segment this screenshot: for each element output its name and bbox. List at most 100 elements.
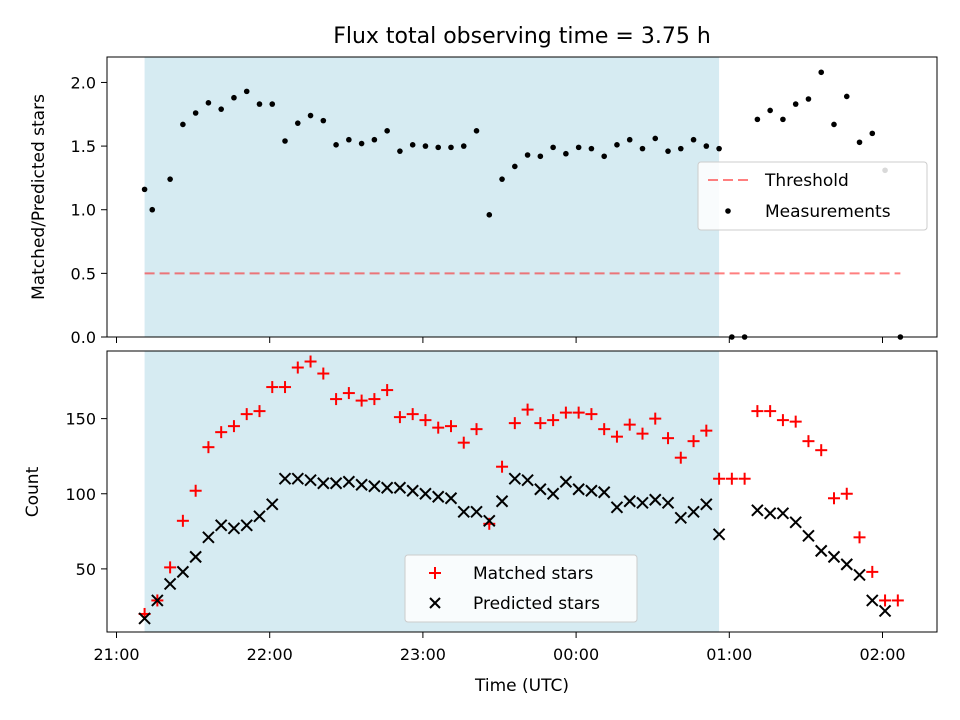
measurement-point [448,144,454,151]
predicted-star-point [687,505,700,518]
measurement-point [294,120,301,126]
predicted-star-point [419,487,432,500]
measurement-point [320,117,327,124]
matched-star-point [304,355,317,368]
matched-star-point [279,381,292,394]
predicted-star-point [495,495,509,508]
matched-star-point [534,417,547,430]
bottom-y-tick-label: 100 [65,485,96,504]
predicted-point-stroke [623,495,636,508]
matched-star-point [776,414,789,427]
predicted-star-point [559,475,573,488]
measurement-point [792,101,799,107]
predicted-star-point [278,472,292,485]
matched-star-point [649,412,662,425]
predicted-point-stroke [840,558,853,571]
predicted-point-stroke [866,594,879,607]
matched-star-point [342,387,355,400]
measurement-point [141,186,148,193]
predicted-star-point [253,510,266,523]
matched-star-point [764,405,777,418]
matched-star-point [496,460,509,473]
predicted-point-stroke [508,472,522,485]
predicted-star-point [623,495,636,508]
predicted-star-point [815,544,828,558]
predicted-star-point [240,519,253,532]
measurement-point [843,93,850,100]
matched-star-point [164,561,177,574]
measurement-point [716,145,722,152]
x-tick-label: 21:00 [93,645,139,664]
legend-measurements-label: Measurements [765,202,891,222]
measurement-point [856,139,863,146]
predicted-star-point [840,558,853,571]
measurement-point [486,212,493,218]
matched-star-point [725,472,738,485]
predicted-point-stroke [240,519,253,532]
predicted-star-point [266,498,279,511]
measurement-point [371,136,378,143]
x-tick-label: 02:00 [859,645,905,664]
predicted-star-point [291,472,304,485]
predicted-star-point [457,505,470,518]
predicted-star-point [802,529,815,543]
matched-star-point [330,393,343,406]
predicted-star-point [700,498,713,511]
predicted-point-stroke [636,496,649,509]
predicted-star-point [649,493,662,506]
measurement-point [690,136,697,143]
measurement-point [512,163,518,170]
predicted-star-point [521,474,534,487]
top-shaded-region [144,57,720,337]
measurement-point [639,145,646,152]
predicted-star-point [189,550,202,564]
predicted-point-stroke [572,483,585,496]
x-tick-label: 01:00 [706,645,752,664]
measurement-point [460,143,467,149]
predicted-star-point [342,475,356,488]
top-panel: 0.00.51.01.52.0 Matched/Predicted stars … [29,56,938,347]
measurement-point [652,135,659,142]
measurement-point [231,94,237,101]
predicted-star-point [546,487,560,500]
measurement-point [831,121,837,128]
predicted-point-stroke [878,604,892,618]
measurement-point [180,121,186,128]
predicted-star-point [163,577,177,591]
matched-star-point [457,436,470,449]
predicted-point-stroke [585,484,598,497]
top-x-ticks [116,337,883,343]
measurement-point [243,88,250,95]
measurement-point [805,96,812,102]
matched-star-point [572,406,585,419]
top-axes-frame [106,56,938,338]
matched-star-point [355,394,368,407]
matched-star-point [215,426,228,439]
measurement-point [537,153,544,160]
measurement-point [601,153,607,160]
matched-star-point [789,415,802,428]
measurement-point [588,145,595,152]
predicted-point-stroke [227,522,241,535]
matched-stars-points [138,355,904,620]
bottom-axes-frame [106,350,938,633]
predicted-point-stroke [214,519,228,532]
measurement-point [818,69,825,76]
predicted-point-stroke [432,490,445,503]
predicted-point-stroke [393,481,407,494]
predicted-star-point [674,511,687,525]
predicted-point-stroke [546,487,560,500]
top-y-axis-label: Matched/Predicted stars [29,94,49,300]
predicted-point-stroke [163,577,177,591]
matched-star-point [253,405,266,418]
predicted-point-stroke [827,550,841,564]
matched-star-point [508,417,521,430]
measurement-point [256,101,263,107]
matched-star-point [827,492,840,505]
predicted-star-point [406,484,419,497]
predicted-point-stroke [597,486,611,499]
matched-star-point [317,367,330,380]
predicted-star-point [368,480,381,493]
